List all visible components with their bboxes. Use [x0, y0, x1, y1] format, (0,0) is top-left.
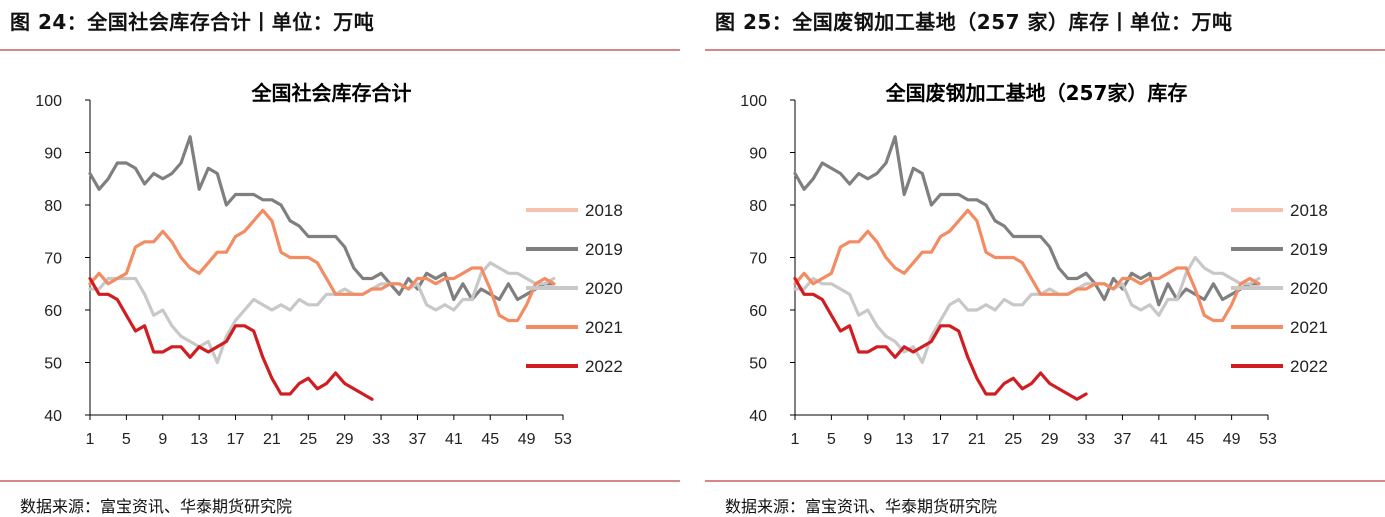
y-tick-label: 80 — [749, 198, 767, 215]
x-tick-label: 45 — [481, 431, 499, 448]
bottom-divider — [705, 480, 1385, 482]
series-2019-line — [793, 135, 1261, 307]
y-tick-label: 100 — [35, 93, 62, 110]
top-divider — [705, 49, 1385, 51]
y-tick-label: 90 — [749, 146, 767, 163]
x-tick-label: 21 — [263, 431, 281, 448]
x-tick-label: 5 — [827, 431, 836, 448]
x-tick-label: 13 — [190, 431, 208, 448]
legend-label-2021: 2021 — [1290, 318, 1328, 337]
y-tick-label: 50 — [749, 356, 767, 373]
x-tick-label: 45 — [1186, 431, 1204, 448]
chart-title: 全国废钢加工基地（257家）库存 — [885, 81, 1188, 105]
x-tick-label: 25 — [1004, 431, 1022, 448]
x-tick-label: 41 — [1150, 431, 1168, 448]
series-2021-line — [88, 208, 556, 323]
social-inventory-chart: 全国社会库存合计 40 50 60 70 80 90 100 1 5 9 13 17 21 25 29 33 37… — [35, 81, 623, 448]
legend-label-2022: 2022 — [1290, 357, 1328, 376]
x-tick-label: 53 — [554, 431, 572, 448]
series-2019-line — [88, 135, 556, 302]
x-tick-label: 33 — [372, 431, 390, 448]
top-divider — [0, 49, 680, 51]
bottom-divider — [0, 480, 680, 482]
legend-label-2020: 2020 — [585, 279, 623, 298]
y-tick-label: 60 — [749, 303, 767, 320]
legend-label-2019: 2019 — [585, 240, 623, 259]
x-tick-label: 29 — [1041, 431, 1059, 448]
y-tick-label: 90 — [44, 146, 62, 163]
legend-label-2018: 2018 — [1290, 201, 1328, 220]
legend-label-2022: 2022 — [585, 357, 623, 376]
scrap-base-inventory-chart: 全国废钢加工基地（257家）库存 40 50 60 70 80 90 100 1 5 9 13 17 21… — [740, 81, 1328, 448]
x-tick-label: 5 — [122, 431, 131, 448]
y-tick-label: 70 — [749, 251, 767, 268]
x-tick-label: 9 — [158, 431, 167, 448]
legend-label-2021: 2021 — [585, 318, 623, 337]
series-2022-line — [88, 276, 374, 401]
legend-label-2020: 2020 — [1290, 279, 1328, 298]
y-tick-label: 80 — [44, 198, 62, 215]
y-tick-label: 60 — [44, 303, 62, 320]
source-note: 数据来源：富宝资讯、华泰期货研究院 — [20, 497, 293, 516]
x-tick-label: 17 — [932, 431, 950, 448]
x-tick-label: 29 — [336, 431, 354, 448]
figure-title: 图 24：全国社会库存合计丨单位：万吨 — [10, 10, 375, 34]
y-tick-label: 70 — [44, 251, 62, 268]
source-note: 数据来源：富宝资讯、华泰期货研究院 — [725, 497, 998, 516]
chart-title: 全国社会库存合计 — [251, 81, 412, 105]
x-tick-label: 53 — [1259, 431, 1277, 448]
x-tick-label: 21 — [968, 431, 986, 448]
y-tick-label: 50 — [44, 356, 62, 373]
x-tick-label: 41 — [445, 431, 463, 448]
figure-title: 图 25：全国废钢加工基地（257 家）库存丨单位：万吨 — [715, 10, 1233, 34]
x-tick-label: 17 — [227, 431, 245, 448]
left-figure-panel: 图 24：全国社会库存合计丨单位：万吨 全国社会库存合计 40 50 60 70 80 90… — [0, 0, 680, 516]
right-figure-panel: 图 25：全国废钢加工基地（257 家）库存丨单位：万吨 全国废钢加工基地（25… — [705, 0, 1385, 516]
series-2022-line — [793, 276, 1088, 401]
x-tick-label: 1 — [791, 431, 800, 448]
y-tick-label: 40 — [749, 408, 767, 425]
x-tick-label: 49 — [1223, 431, 1241, 448]
x-tick-label: 37 — [1114, 431, 1132, 448]
legend-label-2018: 2018 — [585, 201, 623, 220]
x-tick-label: 37 — [409, 431, 427, 448]
x-tick-label: 9 — [863, 431, 872, 448]
x-tick-label: 25 — [299, 431, 317, 448]
x-tick-label: 13 — [895, 431, 913, 448]
y-tick-label: 40 — [44, 408, 62, 425]
series-2021-line — [793, 208, 1261, 323]
x-tick-label: 33 — [1077, 431, 1095, 448]
y-tick-label: 100 — [740, 93, 767, 110]
series-2020-line — [88, 261, 556, 365]
x-tick-label: 49 — [518, 431, 536, 448]
series-2020-line — [793, 255, 1261, 365]
x-tick-label: 1 — [86, 431, 95, 448]
legend-label-2019: 2019 — [1290, 240, 1328, 259]
